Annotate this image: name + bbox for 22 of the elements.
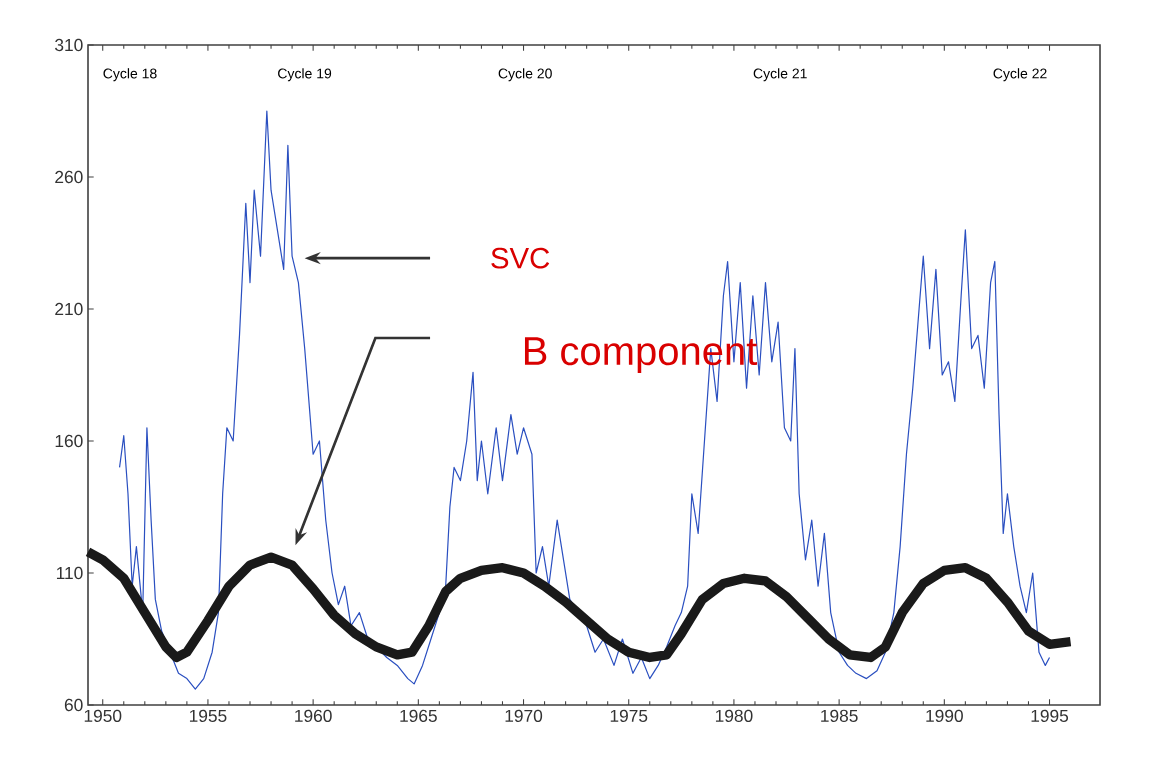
- annotation: Cycle 18: [103, 68, 157, 82]
- y-tick-label: 110: [56, 566, 83, 580]
- annotation: Cycle 21: [753, 68, 807, 82]
- annotation: Cycle 22: [993, 68, 1047, 82]
- annotation: SVC: [491, 247, 550, 269]
- y-tick-label: 160: [55, 434, 83, 448]
- y-tick-label: 310: [55, 38, 83, 52]
- x-tick-label: 1955: [189, 709, 227, 722]
- x-tick-label: 1990: [926, 709, 963, 722]
- x-tick-label: 1975: [610, 709, 648, 722]
- annotation: Cycle 19: [278, 68, 332, 82]
- x-tick-label: 1950: [84, 709, 122, 722]
- y-tick-label: 260: [55, 170, 83, 184]
- x-tick-label: 1970: [505, 709, 543, 722]
- annotation: Cycle 20: [498, 68, 552, 82]
- y-tick-label: 60: [64, 698, 83, 712]
- x-tick-label: 1985: [821, 709, 858, 722]
- x-tick-label: 1965: [400, 709, 437, 722]
- x-tick-label: 1995: [1031, 709, 1069, 722]
- x-tick-label: 1960: [295, 709, 332, 722]
- y-tick-label: 210: [55, 302, 83, 316]
- x-tick-label: 1980: [715, 709, 753, 722]
